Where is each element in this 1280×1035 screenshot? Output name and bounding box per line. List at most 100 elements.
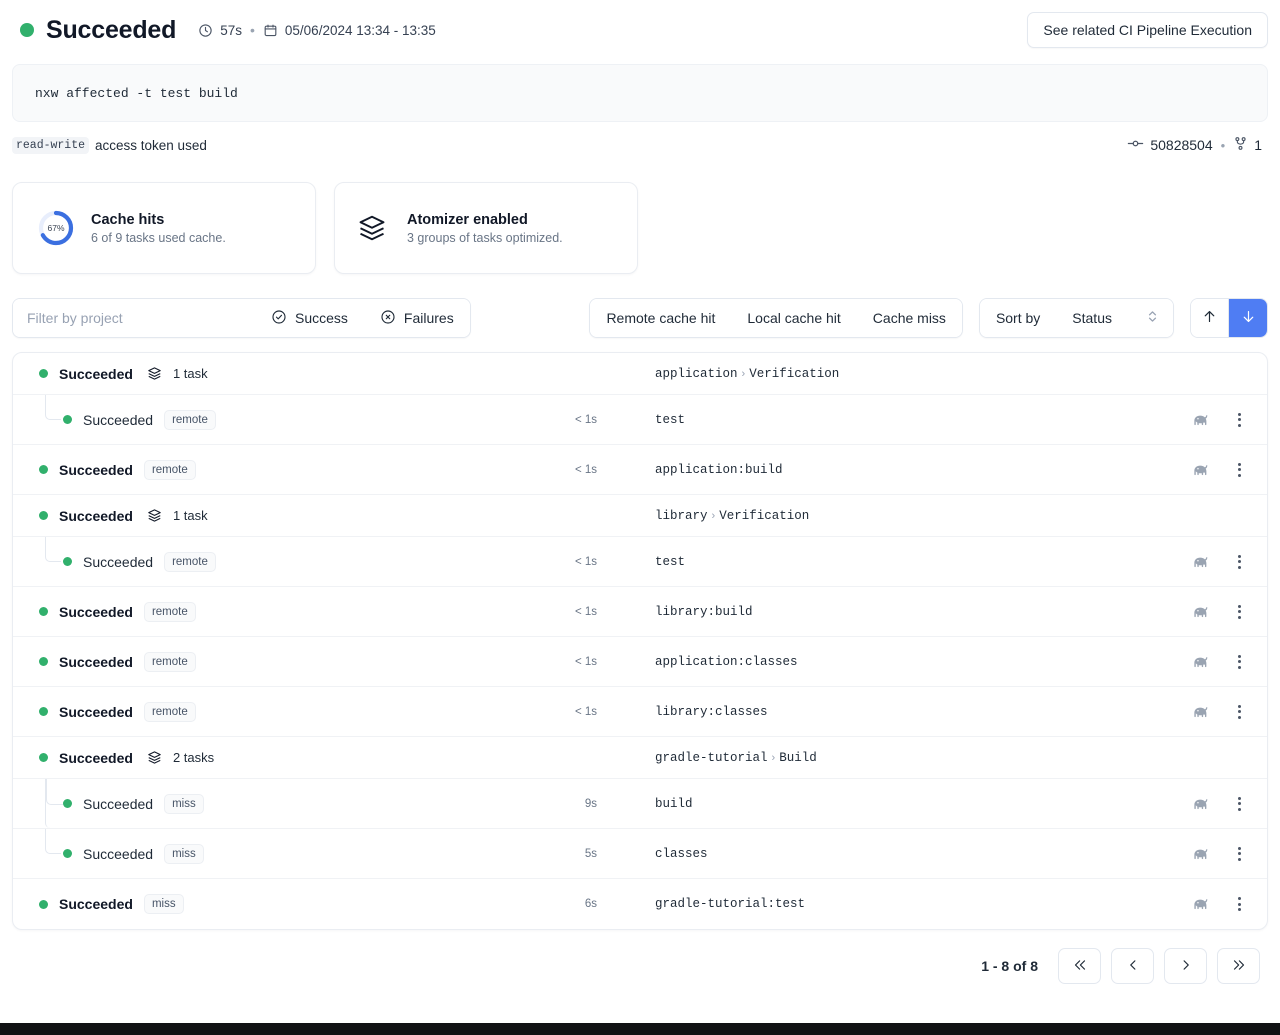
- tree-connector: [45, 395, 61, 420]
- x-circle-icon: [380, 309, 396, 328]
- execution-meta: 57s • 05/06/2024 13:34 - 13:35: [198, 23, 436, 38]
- task-actions-cell: [1192, 461, 1267, 479]
- failures-filter-button[interactable]: Failures: [363, 299, 470, 337]
- task-status-dot: [63, 849, 72, 858]
- success-filter-label: Success: [295, 310, 348, 326]
- runner-animal-icon[interactable]: [1192, 704, 1214, 720]
- sort-descending-button[interactable]: [1229, 299, 1267, 337]
- task-list: Succeeded 1 task application › Verification S…: [12, 352, 1268, 930]
- vcs-meta: 50828504 • 1: [1127, 136, 1262, 154]
- runner-animal-icon[interactable]: [1192, 604, 1214, 620]
- duration-text: 57s: [220, 22, 242, 38]
- task-duration-cell: < 1s: [574, 555, 597, 568]
- tree-connector: [45, 779, 63, 828]
- arrow-up-icon: [1201, 308, 1218, 328]
- runner-animal-icon[interactable]: [1192, 462, 1214, 478]
- task-target-cell: test: [655, 413, 1192, 427]
- remote-cache-hit-filter-button[interactable]: Remote cache hit: [590, 299, 732, 337]
- previous-page-button[interactable]: [1111, 948, 1154, 984]
- branch-icon: [1233, 136, 1248, 154]
- task-overflow-menu-button[interactable]: [1236, 845, 1243, 863]
- success-filter-button[interactable]: Success: [255, 299, 364, 337]
- task-status-cell: Succeeded 1 task: [13, 366, 545, 382]
- task-row[interactable]: Succeeded miss 5s classes: [13, 829, 1267, 879]
- task-overflow-menu-button[interactable]: [1236, 603, 1243, 621]
- task-overflow-menu-button[interactable]: [1236, 703, 1243, 721]
- task-status-dot: [39, 465, 48, 474]
- task-row[interactable]: Succeeded remote < 1s application:build: [13, 445, 1267, 495]
- layers-icon: [147, 508, 162, 523]
- task-name: test: [655, 554, 686, 569]
- task-name: application:classes: [655, 654, 798, 669]
- task-actions-cell: [1192, 553, 1267, 571]
- atomizer-title: Atomizer enabled: [407, 211, 528, 228]
- next-page-button[interactable]: [1164, 948, 1207, 984]
- task-project: gradle-tutorial: [655, 750, 768, 765]
- sort-by-select[interactable]: Status: [1056, 299, 1173, 337]
- task-overflow-menu-button[interactable]: [1236, 653, 1243, 671]
- first-page-button[interactable]: [1058, 948, 1101, 984]
- task-status-cell: Succeeded 1 task: [13, 508, 545, 524]
- task-duration-cell: 5s: [584, 847, 597, 860]
- branch-group[interactable]: 1: [1233, 136, 1262, 154]
- task-row[interactable]: Succeeded 2 tasks gradle-tutorial › Build: [13, 737, 1267, 779]
- filter-by-project-input[interactable]: [13, 299, 255, 337]
- runner-animal-icon[interactable]: [1192, 554, 1214, 570]
- task-overflow-menu-button[interactable]: [1236, 895, 1243, 913]
- task-name: library:classes: [655, 704, 768, 719]
- runner-animal-icon[interactable]: [1192, 896, 1214, 912]
- task-status-dot: [63, 415, 72, 424]
- task-row[interactable]: Succeeded remote < 1s library:build: [13, 587, 1267, 637]
- task-row[interactable]: Succeeded miss 9s build: [13, 779, 1267, 829]
- task-status-label: Succeeded: [59, 703, 133, 720]
- token-row: read-write access token used 50828504 •: [8, 122, 1272, 168]
- tree-connector: [45, 829, 61, 854]
- task-row[interactable]: Succeeded remote < 1s library:classes: [13, 687, 1267, 737]
- task-target-cell: application:classes: [655, 655, 1192, 669]
- task-target-cell: build: [655, 797, 1192, 811]
- task-row[interactable]: Succeeded remote < 1s test: [13, 537, 1267, 587]
- runner-animal-icon[interactable]: [1192, 412, 1214, 428]
- cache-hits-percent: 67%: [47, 223, 65, 233]
- task-status-dot: [39, 369, 48, 378]
- task-overflow-menu-button[interactable]: [1236, 461, 1243, 479]
- command-box: nxw affected -t test build: [12, 64, 1268, 122]
- sort-ascending-button[interactable]: [1191, 299, 1229, 337]
- task-status-label: Succeeded: [59, 749, 133, 766]
- cache-hits-card: 67% Cache hits 6 of 9 tasks used cache.: [12, 182, 316, 274]
- task-row[interactable]: Succeeded miss 6s gradle-tutorial:test: [13, 879, 1267, 929]
- atomizer-card: Atomizer enabled 3 groups of tasks optim…: [334, 182, 638, 274]
- local-cache-hit-filter-button[interactable]: Local cache hit: [731, 299, 857, 337]
- task-duration-cell: 6s: [584, 898, 597, 910]
- task-overflow-menu-button[interactable]: [1236, 411, 1243, 429]
- task-row[interactable]: Succeeded remote < 1s test: [13, 395, 1267, 445]
- filter-toolbar: Success Failures Remote cache hit Local …: [8, 274, 1272, 338]
- breadcrumb-separator-icon: ›: [741, 367, 746, 380]
- last-page-button[interactable]: [1217, 948, 1260, 984]
- runner-animal-icon[interactable]: [1192, 796, 1214, 812]
- runner-animal-icon[interactable]: [1192, 654, 1214, 670]
- meta-separator: •: [250, 22, 255, 38]
- task-overflow-menu-button[interactable]: [1236, 553, 1243, 571]
- task-row[interactable]: Succeeded remote < 1s application:classes: [13, 637, 1267, 687]
- task-target-cell: test: [655, 555, 1192, 569]
- task-actions-cell: [1192, 703, 1267, 721]
- task-row[interactable]: Succeeded 1 task library › Verification: [13, 495, 1267, 537]
- clock-icon: [198, 23, 213, 38]
- see-related-ci-pipeline-execution-button[interactable]: See related CI Pipeline Execution: [1027, 12, 1268, 48]
- task-status-dot: [63, 799, 72, 808]
- task-status-cell: Succeeded remote: [13, 459, 545, 480]
- task-status-cell: Succeeded remote: [13, 651, 545, 672]
- task-target-cell: library:classes: [655, 705, 1192, 719]
- task-duration-cell: < 1s: [574, 705, 597, 718]
- cache-status-chip: miss: [164, 793, 204, 814]
- cache-hits-donut: 67%: [37, 209, 75, 247]
- chevrons-left-icon: [1071, 956, 1089, 977]
- task-row[interactable]: Succeeded 1 task application › Verification: [13, 353, 1267, 395]
- runner-animal-icon[interactable]: [1192, 846, 1214, 862]
- task-overflow-menu-button[interactable]: [1236, 795, 1243, 813]
- commit-group[interactable]: 50828504: [1127, 137, 1213, 153]
- task-status-label: Succeeded: [59, 365, 133, 382]
- stat-cards: 67% Cache hits 6 of 9 tasks used cache. …: [8, 168, 1272, 274]
- cache-miss-filter-button[interactable]: Cache miss: [856, 299, 962, 337]
